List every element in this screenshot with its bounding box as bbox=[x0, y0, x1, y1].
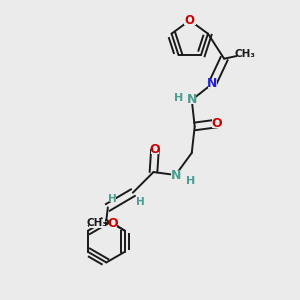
Bar bbox=[171, 171, 180, 179]
Text: N: N bbox=[187, 93, 197, 106]
Bar bbox=[109, 219, 117, 228]
Text: O: O bbox=[185, 14, 195, 27]
Bar bbox=[89, 219, 105, 228]
Text: H: H bbox=[136, 196, 145, 206]
Text: H: H bbox=[108, 194, 117, 204]
Bar bbox=[187, 177, 194, 184]
Bar bbox=[212, 119, 221, 128]
Bar bbox=[136, 198, 144, 205]
Text: H: H bbox=[174, 93, 183, 103]
Text: N: N bbox=[170, 169, 181, 182]
Bar bbox=[237, 50, 253, 59]
Bar bbox=[208, 79, 217, 88]
Text: N: N bbox=[207, 77, 218, 90]
Text: O: O bbox=[108, 217, 118, 230]
Bar bbox=[151, 146, 159, 154]
Bar bbox=[187, 95, 196, 104]
Bar bbox=[184, 16, 196, 25]
Bar bbox=[175, 95, 182, 102]
Text: O: O bbox=[150, 143, 160, 157]
Bar bbox=[109, 195, 116, 202]
Text: CH₃: CH₃ bbox=[86, 218, 107, 228]
Text: O: O bbox=[212, 117, 222, 130]
Text: H: H bbox=[186, 176, 195, 186]
Text: CH₃: CH₃ bbox=[234, 49, 255, 59]
